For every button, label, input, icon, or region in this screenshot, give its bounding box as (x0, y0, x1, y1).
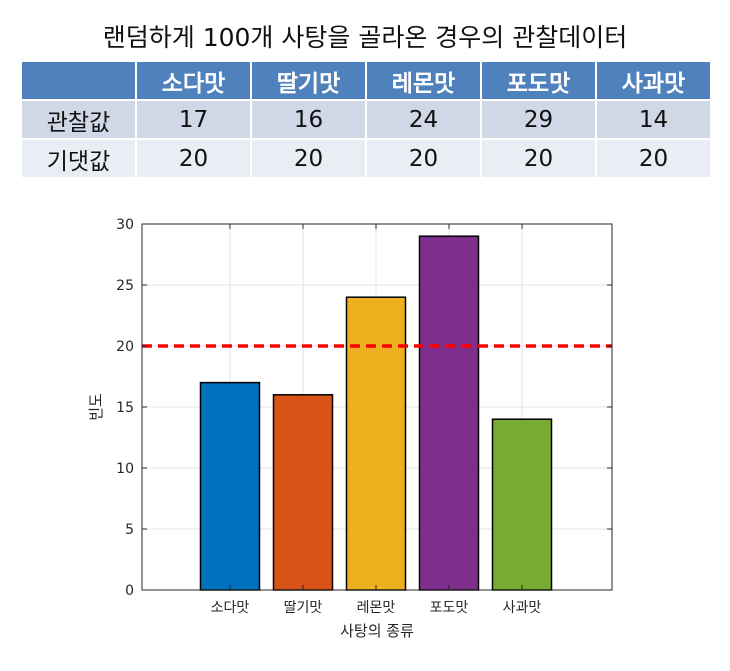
y-tick-label: 5 (125, 522, 134, 538)
x-tick-label: 포도맛 (430, 600, 469, 616)
y-tick-label: 10 (116, 461, 134, 477)
x-tick-label: 사과맛 (503, 600, 542, 616)
bar (345, 296, 407, 591)
y-tick-label: 25 (116, 278, 134, 294)
bar (491, 418, 553, 591)
bar (272, 394, 334, 591)
table-cell: 29 (480, 99, 597, 140)
table-cell: 16 (250, 99, 367, 140)
table-row-observed: 관찰값 17 16 24 29 14 (20, 99, 712, 140)
row-header: 관찰값 (20, 99, 137, 140)
y-axis-label: 빈도 (87, 393, 105, 421)
table-cell: 20 (135, 138, 252, 179)
table-corner-cell (20, 60, 137, 101)
column-header: 소다맛 (135, 60, 252, 101)
column-header: 사과맛 (595, 60, 712, 101)
column-header: 딸기맛 (250, 60, 367, 101)
x-tick-label: 소다맛 (211, 600, 250, 616)
y-tick-label: 15 (116, 400, 134, 416)
table-cell: 20 (250, 138, 367, 179)
table-cell: 20 (480, 138, 597, 179)
y-tick-label: 0 (125, 583, 134, 599)
x-axis-label: 사탕의 종류 (340, 622, 414, 640)
page-title: 랜덤하게 100개 사탕을 골라온 경우의 관찰데이터 (102, 23, 628, 52)
table-row-expected: 기댓값 20 20 20 20 20 (20, 138, 712, 179)
x-tick-label: 레몬맛 (357, 600, 396, 616)
x-tick-label: 딸기맛 (284, 600, 323, 616)
table-cell: 17 (135, 99, 252, 140)
y-tick-label: 20 (116, 339, 134, 355)
bar (199, 381, 261, 591)
table-cell: 20 (595, 138, 712, 179)
table-header-row: 소다맛 딸기맛 레몬맛 포도맛 사과맛 (20, 60, 712, 101)
y-tick-label: 30 (116, 217, 134, 233)
table-cell: 24 (365, 99, 482, 140)
column-header: 레몬맛 (365, 60, 482, 101)
column-header: 포도맛 (480, 60, 597, 101)
bar (418, 235, 480, 591)
row-header: 기댓값 (20, 138, 137, 179)
table-cell: 14 (595, 99, 712, 140)
table-cell: 20 (365, 138, 482, 179)
observation-table: 소다맛 딸기맛 레몬맛 포도맛 사과맛 관찰값 17 16 24 29 14 기… (20, 60, 712, 179)
